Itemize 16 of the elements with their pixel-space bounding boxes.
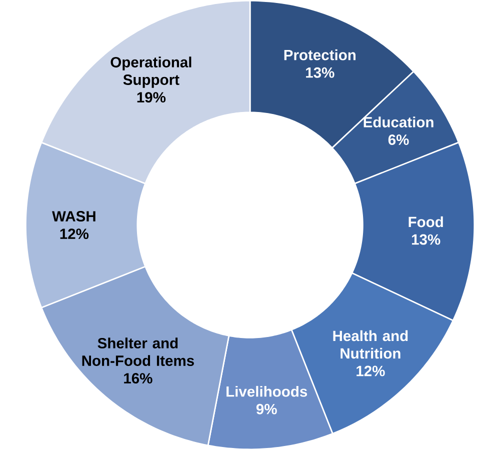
slice-label: Protection bbox=[284, 49, 356, 60]
data-label: 13% bbox=[306, 67, 334, 78]
data-label: 6% bbox=[388, 134, 409, 145]
slice-label: Livelihoods bbox=[226, 386, 308, 397]
data-label: 13% bbox=[412, 234, 440, 245]
slice-label: Operational Support bbox=[110, 56, 192, 88]
slice-label: Health and Nutrition bbox=[333, 330, 408, 359]
data-label: 19% bbox=[137, 92, 166, 103]
slice-label: Shelter and Non-Food Items bbox=[82, 338, 194, 366]
data-label: 12% bbox=[356, 366, 385, 376]
slice-label: Education bbox=[364, 116, 434, 128]
data-label: 9% bbox=[256, 404, 277, 414]
slice-label: Food bbox=[408, 216, 443, 228]
data-label: 16% bbox=[124, 373, 152, 384]
data-label: 12% bbox=[60, 228, 89, 239]
slice-label: WASH bbox=[52, 211, 96, 222]
